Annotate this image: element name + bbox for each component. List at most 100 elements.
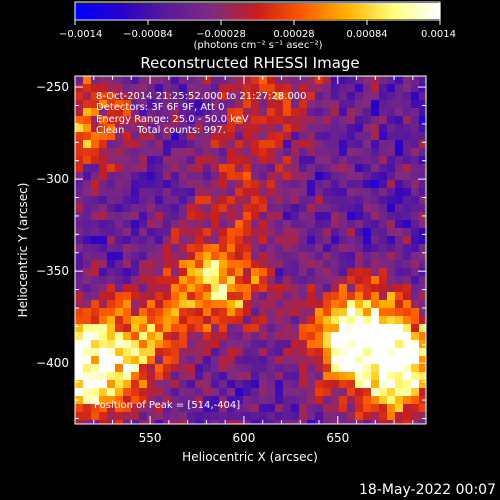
heatmap-cell (195, 124, 203, 132)
heatmap-cell (99, 212, 107, 220)
heatmap-cell (403, 116, 411, 124)
colorbar-segment (227, 3, 231, 19)
heatmap-cell (155, 228, 163, 236)
heatmap-cell (411, 124, 419, 132)
heatmap-cell (131, 100, 139, 108)
heatmap-cell (211, 196, 219, 204)
heatmap-cell (283, 132, 291, 140)
heatmap-cell (107, 108, 115, 116)
heatmap-cell (83, 76, 91, 84)
heatmap-cell (179, 356, 187, 364)
heatmap-cell (275, 76, 283, 84)
heatmap-cell (75, 116, 83, 124)
heatmap-cell (139, 244, 147, 252)
heatmap-cell (131, 196, 139, 204)
heatmap-cell (203, 76, 211, 84)
heatmap-cell (83, 148, 91, 156)
heatmap-cell (395, 212, 403, 220)
heatmap-cell (115, 188, 123, 196)
heatmap-cell (219, 292, 227, 300)
colorbar-segment (162, 3, 166, 19)
heatmap-cell (307, 228, 315, 236)
heatmap-cell (195, 188, 203, 196)
heatmap-cell (323, 388, 331, 396)
heatmap-cell (291, 180, 299, 188)
colorbar-segment (120, 3, 124, 19)
heatmap-cell (371, 404, 379, 412)
heatmap-cell (219, 92, 227, 100)
heatmap-cell (235, 236, 243, 244)
heatmap-cell (339, 252, 347, 260)
heatmap-cell (251, 292, 259, 300)
heatmap-cell (75, 276, 83, 284)
heatmap-cell (355, 412, 363, 420)
heatmap-cell (339, 340, 347, 348)
heatmap-cell (267, 348, 275, 356)
heatmap-cell (163, 244, 171, 252)
heatmap-cell (315, 172, 323, 180)
heatmap-cell (379, 324, 387, 332)
heatmap-cell (83, 244, 91, 252)
heatmap-cell (123, 180, 131, 188)
heatmap-cell (243, 268, 251, 276)
colorbar-segment (350, 3, 354, 19)
heatmap-cell (139, 260, 147, 268)
heatmap-cell (235, 412, 243, 420)
heatmap-cell (379, 100, 387, 108)
heatmap-cell (115, 124, 123, 132)
heatmap-cell (75, 236, 83, 244)
heatmap-cell (395, 348, 403, 356)
heatmap-cell (347, 284, 355, 292)
heatmap-cell (283, 356, 291, 364)
heatmap-cell (299, 388, 307, 396)
heatmap-cell (395, 364, 403, 372)
heatmap-cell (91, 180, 99, 188)
heatmap-cell (387, 100, 395, 108)
heatmap-cell (195, 252, 203, 260)
colorbar-segment (160, 3, 164, 19)
heatmap-cell (91, 284, 99, 292)
heatmap-cell (147, 412, 155, 420)
heatmap-cell (91, 164, 99, 172)
heatmap-cell (91, 308, 99, 316)
colorbar-segment (402, 3, 406, 19)
heatmap-cell (331, 196, 339, 204)
heatmap-cell (187, 260, 195, 268)
heatmap-cell (163, 76, 171, 84)
heatmap-cell (387, 116, 395, 124)
heatmap-cell (219, 356, 227, 364)
heatmap-cell (171, 124, 179, 132)
heatmap-cell (419, 132, 426, 140)
heatmap-cell (83, 196, 91, 204)
heatmap-cell (187, 364, 195, 372)
heatmap-cell (379, 132, 387, 140)
heatmap-cell (291, 268, 299, 276)
heatmap-cell (379, 332, 387, 340)
heatmap-cell (395, 228, 403, 236)
heatmap-cell (403, 124, 411, 132)
colorbar-segment (182, 3, 186, 19)
heatmap-cell (243, 148, 251, 156)
heatmap-cell (331, 212, 339, 220)
heatmap-cell (339, 364, 347, 372)
heatmap-cell (187, 244, 195, 252)
heatmap-cell (355, 332, 363, 340)
heatmap-cell (123, 108, 131, 116)
heatmap-cell (347, 180, 355, 188)
heatmap-cell (275, 180, 283, 188)
heatmap-cell (379, 124, 387, 132)
heatmap-cell (387, 76, 395, 84)
heatmap-cell (91, 340, 99, 348)
heatmap-cell (307, 204, 315, 212)
heatmap-cell (339, 276, 347, 284)
colorbar-segment (352, 3, 356, 19)
heatmap-cell (403, 172, 411, 180)
heatmap-cell (331, 228, 339, 236)
heatmap-cell (147, 140, 155, 148)
heatmap-cell (179, 132, 187, 140)
heatmap-cell (355, 324, 363, 332)
heatmap-cell (411, 284, 419, 292)
heatmap-cell (251, 84, 259, 92)
heatmap-cell (115, 308, 123, 316)
heatmap-cell (291, 172, 299, 180)
